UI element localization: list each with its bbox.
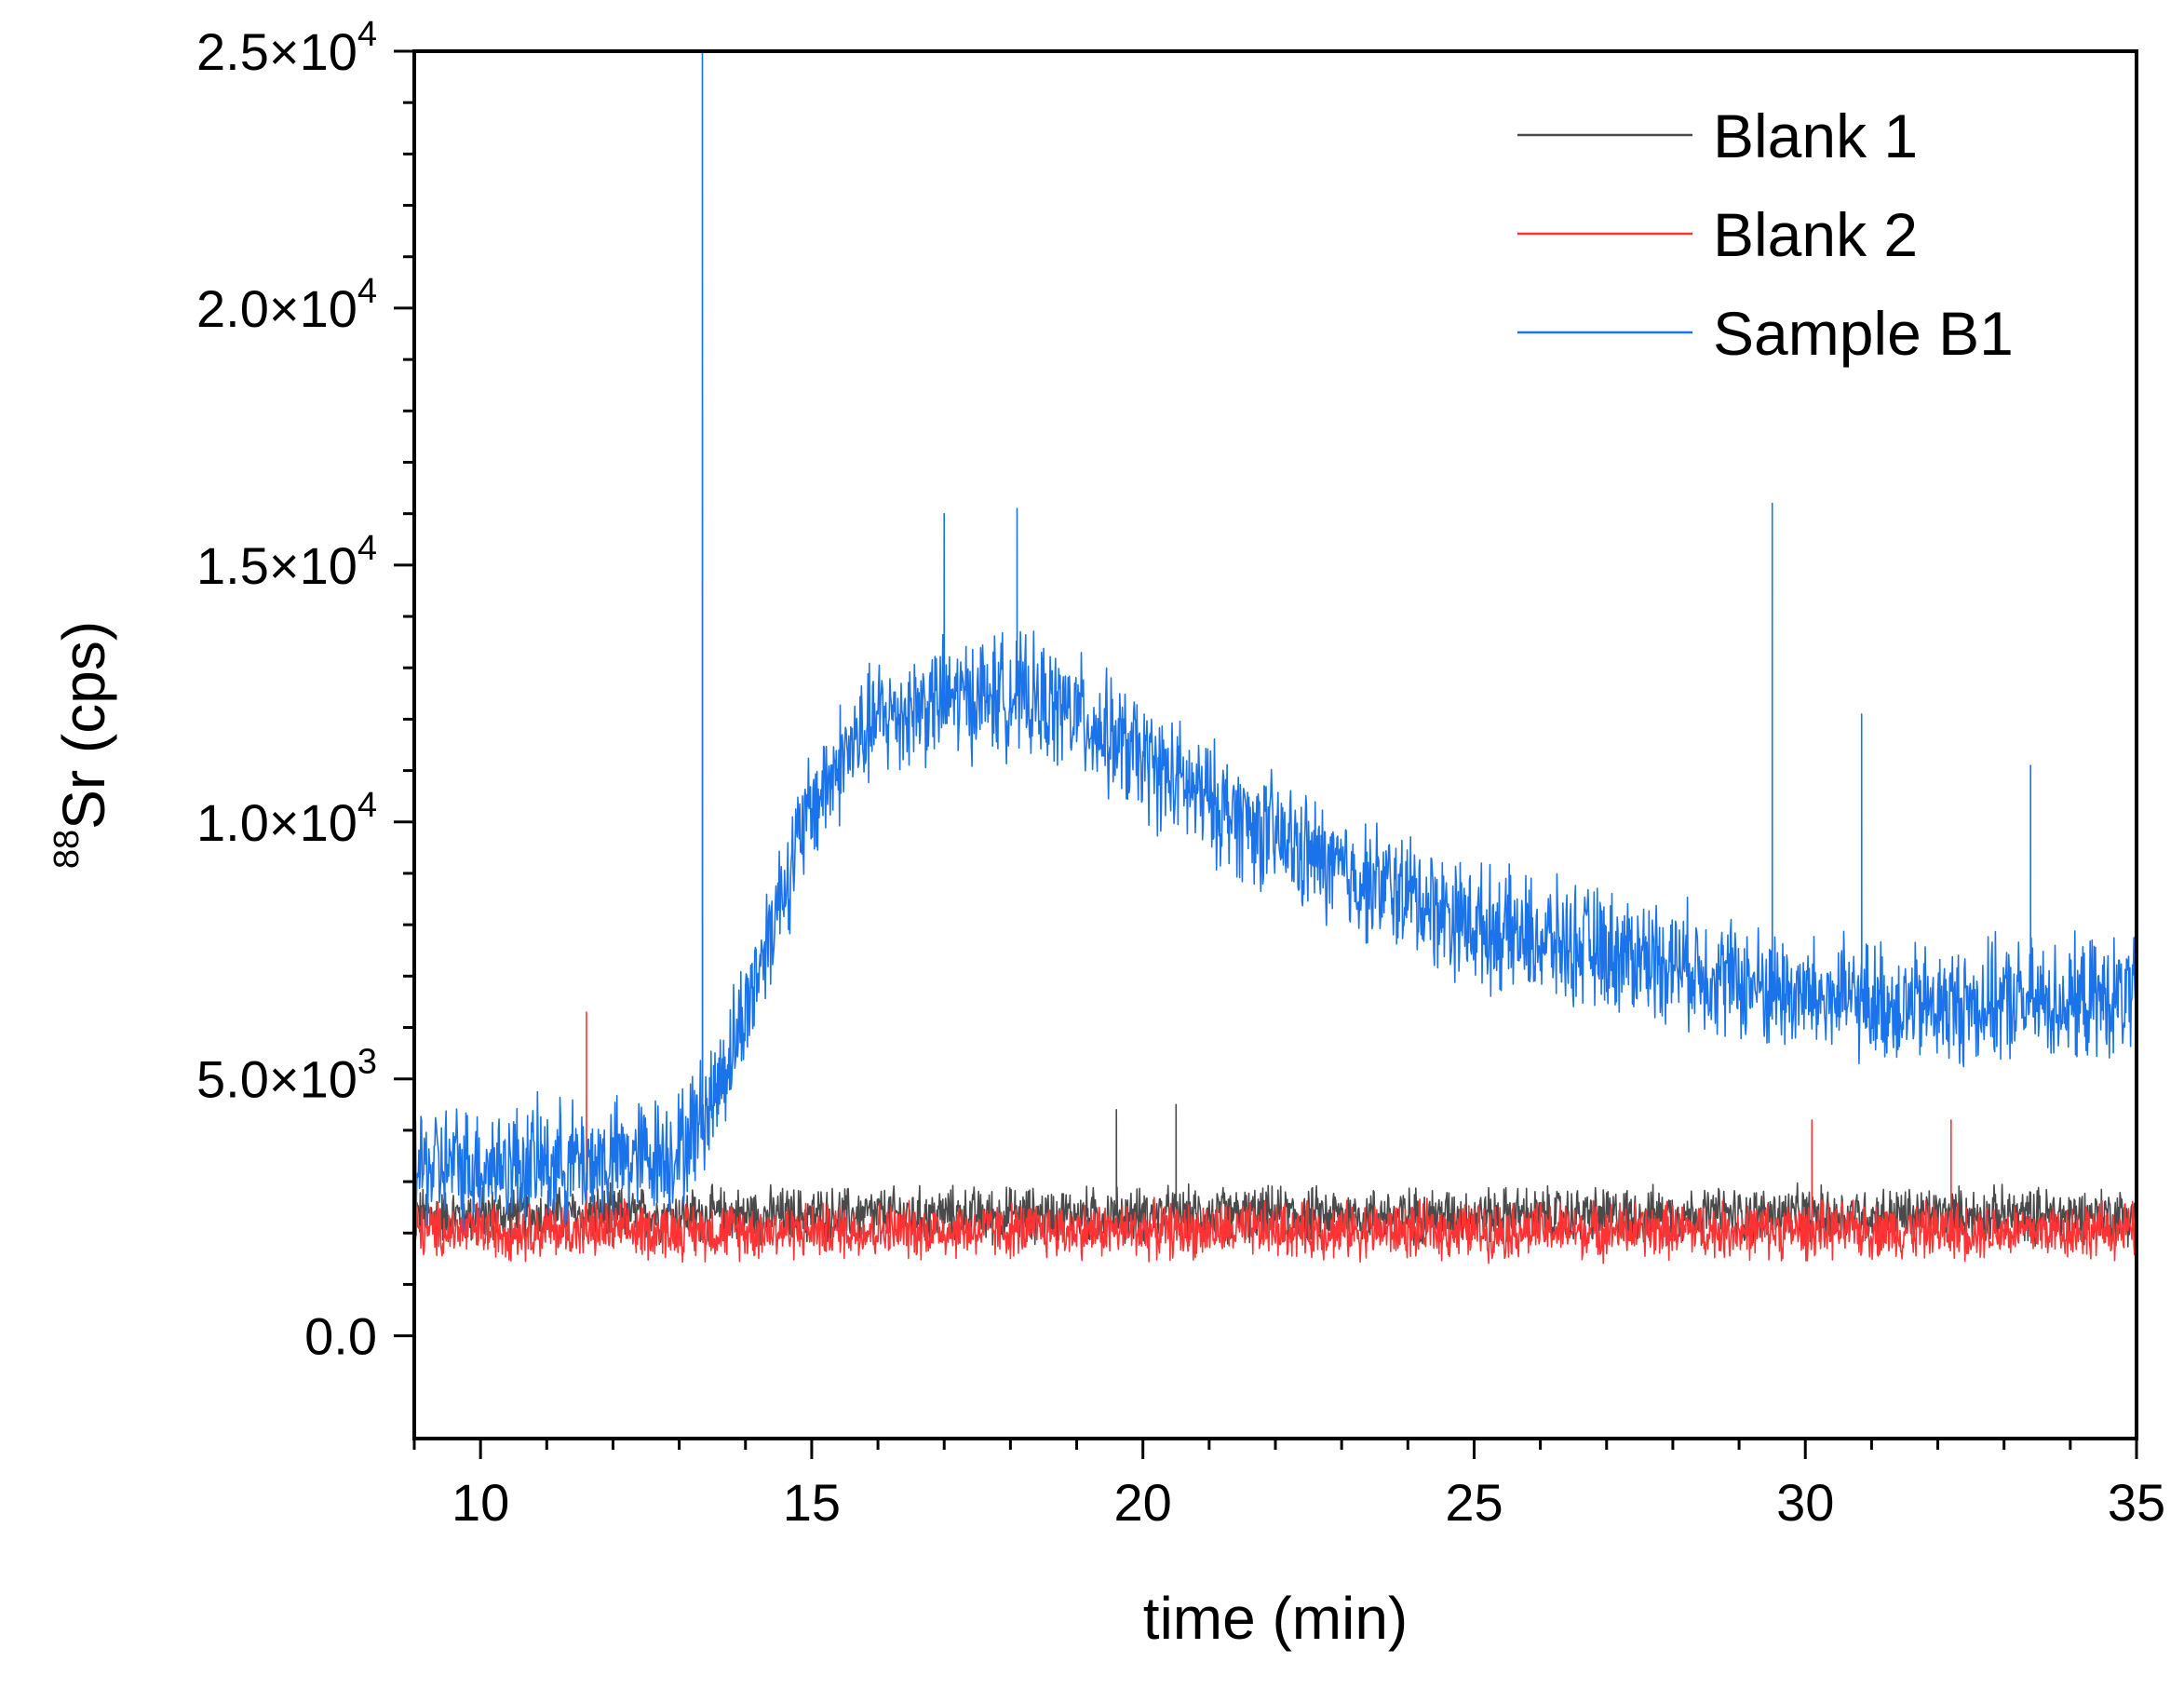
y-tick-label: 1.5×104 [196,529,377,595]
y-tick-label: 0.0 [304,1307,377,1366]
x-axis-title: time (min) [1143,1585,1408,1652]
legend: Blank 1 Blank 2 Sample B1 [1517,101,2014,368]
y-axis-title-mass-number: 88 [47,830,87,869]
x-tick-label: 30 [1776,1473,1834,1532]
y-axis-title: 88Sr (cps) [47,621,117,869]
y-tick-mantissa: 1.0×10 [196,793,357,852]
y-tick-mantissa: 5.0×10 [196,1050,357,1109]
y-tick-exponent: 4 [357,529,377,568]
y-axis-title-unit: (cps) [50,621,117,770]
series-line-blank-2 [414,1011,2137,1264]
series-line-sample-b1 [414,51,2137,1233]
y-tick-label: 2.0×104 [196,272,377,338]
y-tick-label: 2.5×104 [196,15,377,81]
ticks-layer [394,49,2138,1459]
y-tick-label: 1.0×104 [196,786,377,852]
y-tick-mantissa: 2.0×10 [196,279,357,338]
y-tick-label: 5.0×103 [196,1043,377,1109]
y-tick-exponent: 4 [357,15,377,54]
y-tick-exponent: 4 [357,272,377,311]
legend-label-blank-2: Blank 2 [1713,200,1918,269]
y-axis-title-element: Sr [50,770,117,830]
legend-label-sample-b1: Sample B1 [1713,299,2014,368]
tick-labels-layer: 10 15 20 25 30 350.05.0×1031.0×1041.5×1042.0×… [196,15,2165,1532]
y-tick-mantissa: 1.5×10 [196,536,357,595]
x-tick-label: 10 [452,1473,509,1532]
x-tick-label: 25 [1445,1473,1503,1532]
x-tick-label: 35 [2108,1473,2165,1532]
x-tick-label: 15 [783,1473,841,1532]
x-tick-label: 20 [1114,1473,1172,1532]
y-tick-exponent: 3 [357,1043,377,1082]
legend-label-blank-1: Blank 1 [1713,101,1918,170]
y-tick-exponent: 4 [357,786,377,825]
series-layer [414,51,2137,1264]
y-tick-mantissa: 2.5×10 [196,22,357,81]
